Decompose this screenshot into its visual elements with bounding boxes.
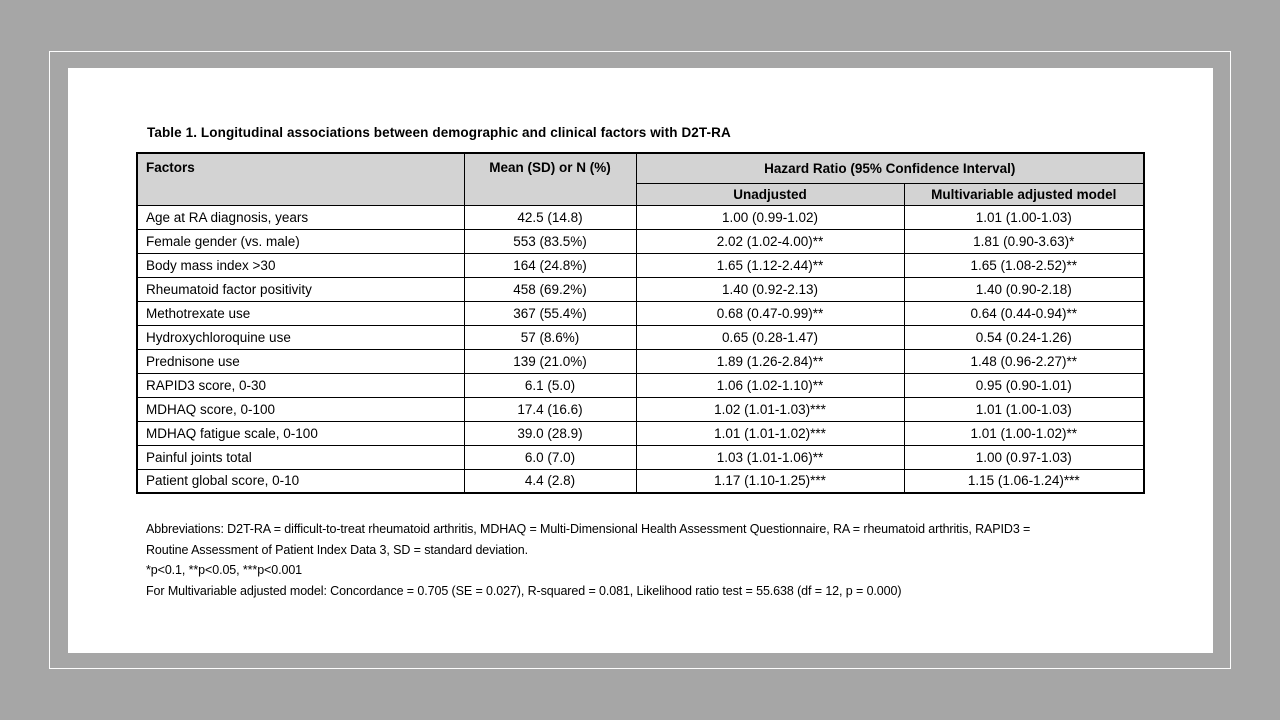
table-row: Methotrexate use 367 (55.4%) 0.68 (0.47-0.… [136,300,1145,326]
value-cell: 1.06 (1.02-1.10)** [635,372,905,398]
slide-frame-border [49,51,1231,669]
factor-cell: MDHAQ score, 0-100 [136,396,465,422]
footnote-abbreviations-line-2: Routine Assessment of Patient Index Data… [146,542,528,557]
value-cell: 1.81 (0.90-3.63)* [903,228,1145,254]
factor-cell: Female gender (vs. male) [136,228,465,254]
value-cell: 1.03 (1.01-1.06)** [635,444,905,470]
table-row: Female gender (vs. male) 553 (83.5%) 2.02 … [136,228,1145,254]
value-cell: 1.40 (0.90-2.18) [903,276,1145,302]
factor-cell: Age at RA diagnosis, years [136,204,465,230]
column-header-hazard-ratio: Hazard Ratio (95% Confidence Interval) [635,152,1145,184]
column-header-mean: Mean (SD) or N (%) [463,152,637,206]
footnote-abbreviations-line-1: Abbreviations: D2T-RA = difficult-to-tre… [146,522,1031,536]
value-cell: 1.01 (1.00-1.03) [903,204,1145,230]
table-row: Rheumatoid factor positivity 458 (69.2%) 1… [136,276,1145,302]
table-row: Body mass index >30 164 (24.8%) 1.65 (1.12… [136,252,1145,278]
column-header-multivariable: Multivariable adjusted model [903,182,1145,206]
value-cell: 0.95 (0.90-1.01) [903,372,1145,398]
factor-cell: MDHAQ fatigue scale, 0-100 [136,420,465,446]
footnote-model-stats: For Multivariable adjusted model: Concor… [146,583,902,598]
column-header-factors: Factors [136,152,465,206]
value-cell: 2.02 (1.02-4.00)** [635,228,905,254]
table-title: Table 1. Longitudinal associations betwe… [147,125,731,140]
value-cell: 0.54 (0.24-1.26) [903,324,1145,350]
factor-cell: Methotrexate use [136,300,465,326]
table-row: MDHAQ score, 0-100 17.4 (16.6) 1.02 (1.01-… [136,396,1145,422]
value-cell: 1.17 (1.10-1.25)*** [635,468,905,494]
value-cell: 1.01 (1.00-1.02)** [903,420,1145,446]
value-cell: 17.4 (16.6) [463,396,637,422]
value-cell: 1.00 (0.97-1.03) [903,444,1145,470]
value-cell: 0.68 (0.47-0.99)** [635,300,905,326]
slide: Table 1. Longitudinal associations betwe… [68,68,1213,653]
header-row-1: Factors Mean (SD) or N (%) Hazard Ratio … [136,152,1145,206]
footnote-significance: *p<0.1, **p<0.05, ***p<0.001 [146,563,303,577]
factor-cell: Body mass index >30 [136,252,465,278]
value-cell: 6.0 (7.0) [463,444,637,470]
table-row: Patient global score, 0-10 4.4 (2.8) 1.17 … [136,468,1145,494]
value-cell: 1.48 (0.96-2.27)** [903,348,1145,374]
value-cell: 0.65 (0.28-1.47) [635,324,905,350]
value-cell: 1.00 (0.99-1.02) [635,204,905,230]
column-header-unadjusted: Unadjusted [635,182,905,206]
value-cell: 1.02 (1.01-1.03)*** [635,396,905,422]
factor-cell: Prednisone use [136,348,465,374]
value-cell: 1.01 (1.00-1.03) [903,396,1145,422]
value-cell: 4.4 (2.8) [463,468,637,494]
value-cell: 0.64 (0.44-0.94)** [903,300,1145,326]
value-cell: 553 (83.5%) [463,228,637,254]
value-cell: 164 (24.8%) [463,252,637,278]
factor-cell: Hydroxychloroquine use [136,324,465,350]
value-cell: 42.5 (14.8) [463,204,637,230]
results-table-header: Factors Mean (SD) or N (%) Hazard Ratio … [136,152,1145,206]
value-cell: 458 (69.2%) [463,276,637,302]
value-cell: 1.40 (0.92-2.13) [635,276,905,302]
value-cell: 139 (21.0%) [463,348,637,374]
table-row: RAPID3 score, 0-30 6.1 (5.0) 1.06 (1.02-1.… [136,372,1145,398]
value-cell: 367 (55.4%) [463,300,637,326]
factor-cell: Rheumatoid factor positivity [136,276,465,302]
value-cell: 39.0 (28.9) [463,420,637,446]
factor-cell: Painful joints total [136,444,465,470]
value-cell: 6.1 (5.0) [463,372,637,398]
value-cell: 1.65 (1.08-2.52)** [903,252,1145,278]
footnotes: Abbreviations: D2T-RA = difficult-to-tre… [146,519,1030,601]
table-row: Painful joints total 6.0 (7.0) 1.03 (1.01-… [136,444,1145,470]
table-row: Hydroxychloroquine use 57 (8.6%) 0.65 (0.2… [136,324,1145,350]
table-row: Prednisone use 139 (21.0%) 1.89 (1.26-2.84… [136,348,1145,374]
value-cell: 1.15 (1.06-1.24)*** [903,468,1145,494]
factor-cell: Patient global score, 0-10 [136,468,465,494]
results-table-body: Age at RA diagnosis, years 42.5 (14.8) 1.0… [136,204,1145,494]
results-table: Factors Mean (SD) or N (%) Hazard Ratio … [136,152,1145,494]
table-row: MDHAQ fatigue scale, 0-100 39.0 (28.9) 1.0… [136,420,1145,446]
value-cell: 57 (8.6%) [463,324,637,350]
factor-cell: RAPID3 score, 0-30 [136,372,465,398]
value-cell: 1.01 (1.01-1.02)*** [635,420,905,446]
value-cell: 1.65 (1.12-2.44)** [635,252,905,278]
header-row-2: Unadjusted Multivariable adjusted model [137,182,1145,206]
value-cell: 1.89 (1.26-2.84)** [635,348,905,374]
table-row: Age at RA diagnosis, years 42.5 (14.8) 1.0… [136,204,1145,230]
